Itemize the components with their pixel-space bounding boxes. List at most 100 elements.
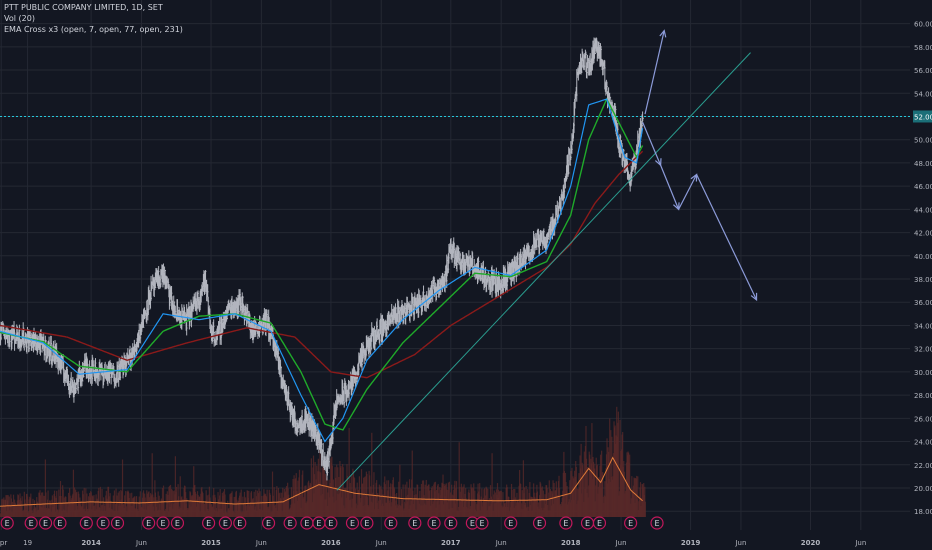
volume-bar xyxy=(591,423,593,517)
x-tick-label: 2019 xyxy=(681,539,701,547)
earnings-marker[interactable]: E xyxy=(24,516,38,530)
earnings-marker-label: E xyxy=(350,519,355,528)
volume-bar xyxy=(540,487,542,517)
earnings-marker[interactable]: E xyxy=(96,516,110,530)
x-tick-label: Jun xyxy=(495,539,507,547)
projection-arrow xyxy=(696,174,758,301)
earnings-marker-label: E xyxy=(431,519,436,528)
volume-bar xyxy=(195,493,197,517)
volume-bar xyxy=(288,494,290,517)
earnings-marker-label: E xyxy=(237,519,242,528)
earnings-marker-circle xyxy=(427,516,441,530)
earnings-marker[interactable]: E xyxy=(427,516,441,530)
earnings-marker[interactable]: E xyxy=(0,516,14,530)
y-tick-label: 60.00 xyxy=(914,21,932,29)
earnings-marker[interactable]: E xyxy=(384,516,398,530)
earnings-marker[interactable]: E xyxy=(559,516,573,530)
price-axis[interactable]: 60.00 58.00 56.00 54.00 52.00 50.00 48.00 46.00… xyxy=(913,21,932,517)
volume-bar xyxy=(178,496,180,517)
volume-bar xyxy=(186,498,188,517)
symbol-title[interactable]: PTT PUBLIC COMPANY LIMITED, 1D, SET xyxy=(4,3,163,12)
earnings-marker[interactable]: E xyxy=(360,516,374,530)
volume-bar xyxy=(152,494,154,517)
x-tick-label: 2016 xyxy=(321,539,341,547)
earnings-marker[interactable]: E xyxy=(504,516,518,530)
earnings-marker[interactable]: E xyxy=(300,516,314,530)
earnings-marker-label: E xyxy=(479,519,484,528)
volume-ma-line xyxy=(0,456,643,507)
earnings-marker-circle xyxy=(475,516,489,530)
earnings-marker[interactable]: E xyxy=(202,516,216,530)
earnings-marker[interactable]: E xyxy=(218,516,233,530)
earnings-marker-circle xyxy=(384,516,398,530)
earnings-marker[interactable]: E xyxy=(156,516,170,530)
earnings-marker[interactable]: E xyxy=(283,516,297,530)
volume-bar xyxy=(508,496,510,517)
volume-bar xyxy=(8,496,10,517)
earnings-marker[interactable]: E xyxy=(233,516,247,530)
earnings-marker[interactable]: E xyxy=(261,516,276,530)
earnings-marker[interactable]: E xyxy=(312,516,326,530)
volume-bar xyxy=(617,411,619,517)
earnings-marker[interactable]: E xyxy=(444,516,458,530)
earnings-marker-label: E xyxy=(266,519,271,528)
volume-bar xyxy=(139,491,141,517)
volume-bar xyxy=(350,475,352,517)
volume-bar xyxy=(189,492,192,517)
volume-bar xyxy=(369,475,371,517)
volume-bar xyxy=(222,491,225,517)
earnings-marker[interactable]: E xyxy=(408,516,422,530)
volume-bar xyxy=(523,487,526,517)
ema-indicator-label[interactable]: EMA Cross x3 (open, 7, open, 77, open, 2… xyxy=(4,25,183,34)
earnings-marker[interactable]: E xyxy=(170,516,185,530)
volume-bar xyxy=(146,493,148,517)
earnings-marker[interactable]: E xyxy=(53,516,67,530)
earnings-marker[interactable]: E xyxy=(38,516,53,530)
volume-bar xyxy=(609,418,611,517)
volume-bar xyxy=(348,427,350,517)
volume-bar xyxy=(491,453,493,517)
x-tick-label: Jun xyxy=(734,539,746,547)
trend-line xyxy=(336,52,751,491)
earnings-marker[interactable]: E xyxy=(592,516,607,530)
x-tick-label: 2017 xyxy=(441,539,461,547)
volume-bar xyxy=(424,484,426,517)
earnings-marker-circle xyxy=(504,516,518,530)
earnings-marker[interactable]: E xyxy=(532,516,547,530)
earnings-marker-label: E xyxy=(206,519,211,528)
volume-bar xyxy=(269,494,271,517)
earnings-marker[interactable]: E xyxy=(142,516,156,530)
earnings-marker-circle xyxy=(79,516,93,530)
earnings-marker-label: E xyxy=(537,519,542,528)
volume-indicator-label[interactable]: Vol (20) xyxy=(4,14,35,23)
earnings-marker[interactable]: E xyxy=(324,516,338,530)
volume-bar xyxy=(569,480,571,517)
volume-bar xyxy=(451,494,453,517)
earnings-marker[interactable]: E xyxy=(650,516,664,530)
x-tick-label: Jun xyxy=(854,539,866,547)
volume-bar xyxy=(72,469,75,517)
earnings-marker[interactable]: E xyxy=(624,516,638,530)
earnings-marker-label: E xyxy=(388,519,393,528)
volume-bar xyxy=(305,485,307,517)
time-axis[interactable]: Apr 19 2014 Jun 2015 Jun 2016 Jun 2017 Jun 2018 Jun… xyxy=(0,539,866,547)
earnings-marker[interactable]: E xyxy=(345,516,360,530)
volume-bar xyxy=(585,458,588,517)
projection-arrow xyxy=(678,174,698,210)
volume-bar xyxy=(250,491,253,517)
volume-bar xyxy=(248,490,250,517)
volume-bar xyxy=(117,492,119,517)
earnings-marker[interactable]: E xyxy=(110,516,125,530)
drawings[interactable] xyxy=(0,29,910,491)
volume-bar xyxy=(462,486,464,517)
earnings-marker[interactable]: E xyxy=(475,516,489,530)
volume-bar xyxy=(390,483,392,517)
earnings-marker[interactable]: E xyxy=(580,516,595,530)
volume-bar xyxy=(376,480,378,517)
projection-arrow xyxy=(660,165,680,210)
earnings-marker[interactable]: E xyxy=(79,516,93,530)
earnings-marker-label: E xyxy=(175,519,180,528)
volume-bar xyxy=(231,503,234,517)
